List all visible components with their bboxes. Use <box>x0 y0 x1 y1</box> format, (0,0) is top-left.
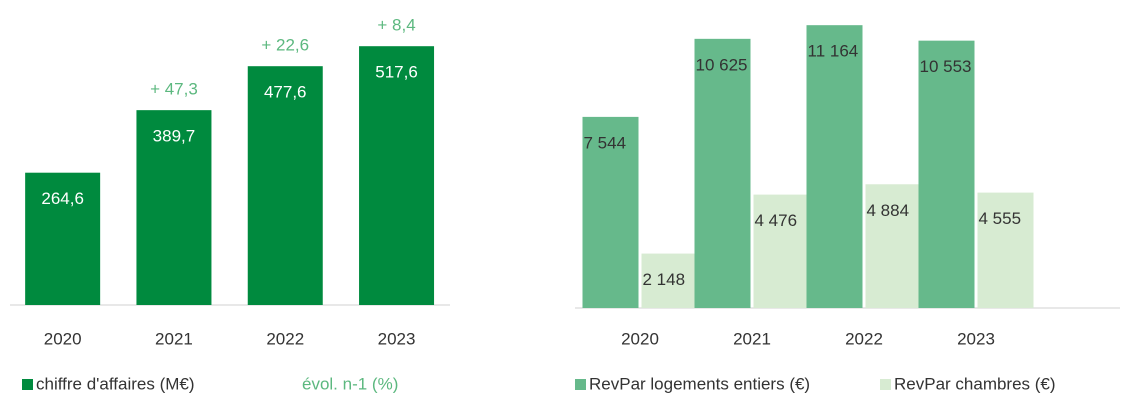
bar <box>359 46 435 305</box>
legend-label: RevPar logements entiers (€) <box>589 374 810 393</box>
x-tick-label: 2021 <box>733 329 771 348</box>
legend-swatch <box>575 379 586 390</box>
value-label: 4 476 <box>755 211 798 230</box>
annotation-label: + 22,6 <box>261 36 309 55</box>
legend-label: évol. n-1 (%) <box>302 374 398 393</box>
bar <box>918 40 975 308</box>
value-label: 389,7 <box>153 127 196 146</box>
x-tick-label: 2020 <box>44 329 82 348</box>
value-label: 264,6 <box>41 189 84 208</box>
bar <box>25 172 101 305</box>
legend-label: RevPar chambres (€) <box>894 374 1056 393</box>
value-label: 477,6 <box>264 83 307 102</box>
bar <box>247 66 323 305</box>
value-label: 11 164 <box>808 42 859 61</box>
value-label: 10 553 <box>920 57 972 76</box>
value-label: 10 625 <box>696 55 748 74</box>
value-label: 4 884 <box>867 201 910 220</box>
annotation-label: + 47,3 <box>150 80 198 99</box>
bar <box>865 184 922 308</box>
x-tick-label: 2023 <box>957 329 995 348</box>
bar <box>641 253 698 308</box>
x-tick-label: 2021 <box>155 329 193 348</box>
x-tick-label: 2022 <box>266 329 304 348</box>
x-tick-label: 2022 <box>845 329 883 348</box>
bar <box>582 116 639 308</box>
bar <box>806 25 863 308</box>
value-label: 517,6 <box>375 63 418 82</box>
bar <box>136 110 212 306</box>
legend-label: chiffre d'affaires (M€) <box>36 374 195 393</box>
x-tick-label: 2020 <box>621 329 659 348</box>
legend-swatch <box>22 379 33 390</box>
value-label: 7 544 <box>584 133 627 152</box>
bar <box>694 38 751 308</box>
bar <box>753 194 810 308</box>
value-label: 2 148 <box>643 270 686 289</box>
bar <box>977 192 1034 308</box>
legend-swatch <box>880 379 891 390</box>
x-tick-label: 2023 <box>378 329 416 348</box>
annotation-label: + 8,4 <box>377 16 415 35</box>
value-label: 4 555 <box>979 209 1022 228</box>
